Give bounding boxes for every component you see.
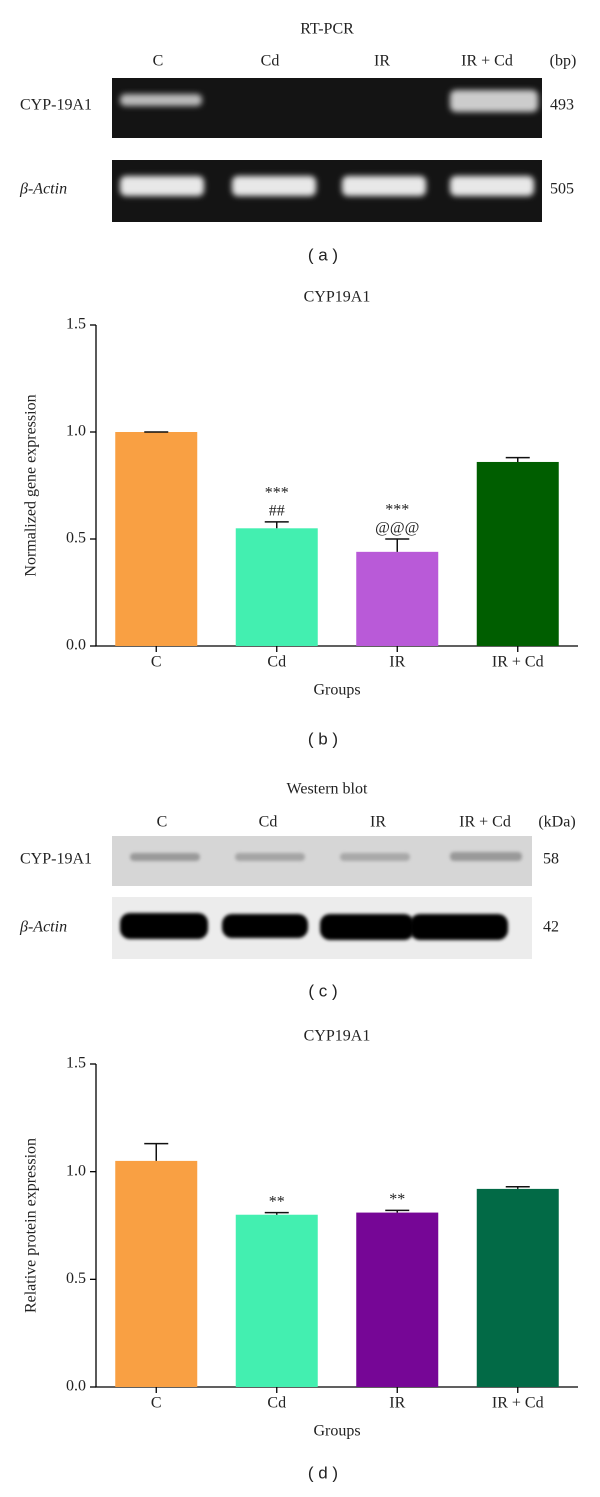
gel-band [222, 914, 308, 938]
lane-label: C [157, 814, 168, 831]
error-bar [385, 538, 410, 552]
y-tick-label: 1.5 [66, 1055, 86, 1072]
y-tick-label: 0.5 [66, 1270, 86, 1287]
bar [235, 1214, 318, 1387]
x-axis-label: Groups [313, 1423, 360, 1440]
bar [115, 432, 198, 646]
lane-label: IR [374, 53, 390, 70]
gel-title: Western blot [287, 781, 368, 798]
lane-label: IR + Cd [461, 53, 513, 70]
chart-title: CYP19A1 [304, 289, 371, 306]
lane-label: IR + Cd [459, 814, 511, 831]
significance-label: ** [389, 1191, 405, 1208]
x-tick-label: IR [389, 1395, 405, 1412]
significance-label: *** [265, 485, 289, 502]
significance-label: *** [385, 502, 409, 519]
bar [356, 1212, 439, 1387]
x-tick-label: IR [389, 654, 405, 671]
y-tick-label: 0.0 [66, 1378, 86, 1395]
gel-band [342, 176, 426, 196]
x-tick-label: Cd [267, 1395, 286, 1412]
size-label: 58 [543, 851, 559, 868]
significance-label: ** [269, 1193, 285, 1210]
lane-label: Cd [259, 814, 278, 831]
error-bar [264, 1211, 289, 1215]
bar [476, 461, 559, 646]
gel-band [130, 853, 200, 861]
size-label: 493 [550, 97, 574, 114]
y-tick-label: 0.0 [66, 637, 86, 654]
bar [115, 1160, 198, 1387]
gel-band [340, 853, 410, 861]
significance-label: @@@ [375, 520, 419, 537]
error-bar [505, 1185, 530, 1189]
error-bar [385, 1209, 410, 1213]
gel-band [120, 94, 202, 106]
y-tick-label: 1.0 [66, 423, 86, 440]
row-label: β-Actin [19, 181, 67, 198]
x-tick-label: C [151, 1395, 162, 1412]
lane-label: C [153, 53, 164, 70]
x-tick-label: IR + Cd [492, 654, 544, 671]
x-tick-label: IR + Cd [492, 1395, 544, 1412]
y-tick-label: 0.5 [66, 530, 86, 547]
unit-label: (kDa) [538, 814, 575, 831]
unit-label: (bp) [550, 53, 577, 70]
chart-title: CYP19A1 [304, 1028, 371, 1045]
panel-label: ( c ) [308, 981, 337, 1000]
y-axis-label: Normalized gene expression [23, 394, 40, 576]
panel-label: ( d ) [308, 1463, 338, 1482]
size-label: 505 [550, 181, 574, 198]
bar [476, 1188, 559, 1387]
bar [235, 528, 318, 646]
gel-band [450, 852, 522, 861]
row-label: CYP-19A1 [20, 97, 92, 114]
row-label: β-Actin [19, 919, 67, 936]
gel-band [320, 914, 414, 940]
gel-band [120, 913, 208, 939]
panel-label: ( b ) [308, 729, 338, 748]
x-tick-label: Cd [267, 654, 286, 671]
error-bar [505, 456, 530, 462]
gel-band [235, 853, 305, 861]
y-axis-label: Relative protein expression [23, 1138, 40, 1313]
x-axis-label: Groups [313, 682, 360, 699]
x-tick-label: C [151, 654, 162, 671]
size-label: 42 [543, 919, 559, 936]
lane-label: IR [370, 814, 386, 831]
gel-band [232, 176, 316, 196]
y-tick-label: 1.0 [66, 1162, 86, 1179]
bar [356, 551, 439, 646]
significance-label: ## [269, 503, 285, 520]
gel-band [120, 176, 204, 196]
panel-label: ( a ) [308, 245, 338, 264]
lane-label: Cd [261, 53, 280, 70]
gel-band [410, 914, 508, 940]
error-bar [264, 521, 289, 529]
gel-title: RT-PCR [300, 21, 354, 38]
gel-band [450, 176, 534, 196]
gel-band [450, 90, 538, 112]
row-label: CYP-19A1 [20, 851, 92, 868]
error-bar [144, 1142, 169, 1161]
y-tick-label: 1.5 [66, 316, 86, 333]
